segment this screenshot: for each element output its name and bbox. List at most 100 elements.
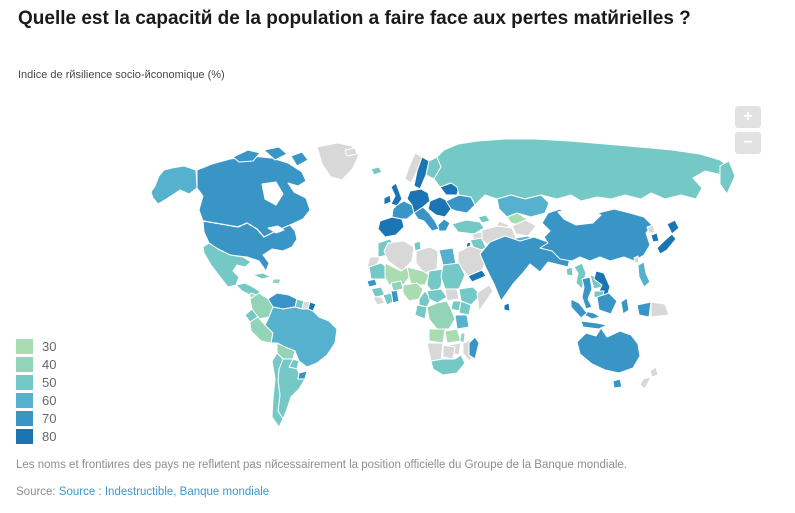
- country-japan[interactable]: [656, 233, 677, 255]
- country-angola[interactable]: [428, 328, 446, 344]
- legend-swatch-60: [16, 392, 33, 408]
- country-sierra-leone-liberia[interactable]: [372, 296, 386, 306]
- country-ghana[interactable]: [390, 289, 400, 304]
- country-turkey[interactable]: [451, 219, 485, 235]
- country-uruguay[interactable]: [297, 370, 308, 380]
- great-lakes-water: [267, 225, 285, 234]
- country-indonesia-borneo[interactable]: [596, 292, 618, 315]
- source-label: Source:: [16, 486, 56, 498]
- legend-swatch-30: [16, 338, 33, 354]
- country-burkina-faso[interactable]: [390, 280, 404, 292]
- legend-label-50: 50: [42, 374, 57, 390]
- country-libya[interactable]: [415, 246, 439, 274]
- country-ireland[interactable]: [383, 194, 392, 206]
- country-iberia[interactable]: [377, 216, 405, 238]
- country-brazil[interactable]: [264, 306, 338, 368]
- legend-swatch-50: [16, 374, 33, 390]
- country-kazakhstan[interactable]: [496, 194, 550, 218]
- country-tunisia[interactable]: [413, 240, 422, 252]
- country-yemen[interactable]: [467, 269, 487, 283]
- country-central-african-republic[interactable]: [426, 288, 448, 304]
- country-venezuela[interactable]: [267, 292, 298, 310]
- country-mexico[interactable]: [202, 242, 252, 288]
- legend-label-30: 30: [42, 338, 57, 354]
- country-uganda[interactable]: [450, 300, 462, 312]
- country-indonesia-java[interactable]: [580, 320, 608, 330]
- country-iceland[interactable]: [370, 166, 383, 176]
- country-bangladesh[interactable]: [565, 266, 574, 277]
- country-indonesia-sumatra[interactable]: [570, 298, 588, 319]
- country-svalbard[interactable]: [344, 147, 358, 157]
- country-mali[interactable]: [384, 262, 412, 286]
- legend-row: 70: [16, 409, 56, 427]
- legend-label-70: 70: [42, 410, 57, 426]
- country-arctic-islands[interactable]: [290, 151, 309, 167]
- legend-row: 50: [16, 373, 56, 391]
- legend-swatch-40: [16, 356, 33, 372]
- country-philippines[interactable]: [637, 261, 651, 288]
- us-canada-border: [202, 220, 265, 238]
- country-balkans[interactable]: [427, 196, 452, 218]
- country-russia-kamchatka[interactable]: [719, 160, 736, 195]
- hudson-bay-water: [261, 181, 284, 206]
- country-hispaniola[interactable]: [271, 278, 282, 285]
- country-new-zealand-south[interactable]: [639, 376, 652, 390]
- country-south-korea[interactable]: [650, 232, 660, 243]
- map-legend: 30 40 50 60 70 80: [16, 337, 56, 445]
- country-uk[interactable]: [390, 182, 403, 207]
- country-papua-new-guinea[interactable]: [650, 301, 670, 318]
- legend-label-80: 80: [42, 428, 57, 444]
- country-japan[interactable]: [666, 219, 680, 235]
- legend-row: 40: [16, 355, 56, 373]
- legend-label-40: 40: [42, 356, 57, 372]
- legend-row: 30: [16, 337, 56, 355]
- country-algeria[interactable]: [383, 240, 415, 272]
- country-cuba[interactable]: [252, 272, 272, 280]
- country-indonesia-sulawesi[interactable]: [620, 297, 630, 315]
- chart-subtitle: Indice de rйsilience socio-йconomique (%…: [18, 69, 225, 81]
- country-russia[interactable]: [433, 138, 731, 206]
- map-zoom-controls: + −: [735, 106, 761, 158]
- country-congo-gabon[interactable]: [414, 304, 428, 320]
- country-sri-lanka[interactable]: [503, 302, 511, 312]
- country-australia[interactable]: [576, 327, 641, 374]
- country-niger[interactable]: [406, 266, 430, 286]
- country-alaska[interactable]: [150, 165, 198, 205]
- country-somalia[interactable]: [476, 284, 494, 312]
- country-senegal[interactable]: [366, 278, 378, 288]
- country-tanzania[interactable]: [454, 314, 470, 330]
- country-india[interactable]: [479, 235, 571, 302]
- country-south-africa[interactable]: [430, 354, 466, 376]
- country-chile[interactable]: [271, 352, 284, 428]
- source-link[interactable]: Source : Indestructible, Banque mondiale: [58, 486, 270, 498]
- country-arctic-islands[interactable]: [263, 146, 288, 161]
- world-choropleth-map: [150, 138, 736, 428]
- legend-label-60: 60: [42, 392, 57, 408]
- legend-row: 60: [16, 391, 56, 409]
- country-namibia[interactable]: [426, 342, 444, 362]
- country-mongolia[interactable]: [557, 206, 602, 226]
- zoom-out-button[interactable]: −: [735, 132, 761, 154]
- country-malawi[interactable]: [459, 332, 466, 344]
- country-ethiopia[interactable]: [458, 286, 482, 306]
- country-arctic-islands[interactable]: [232, 149, 261, 163]
- country-argentina[interactable]: [277, 358, 306, 420]
- country-tasmania[interactable]: [612, 378, 623, 389]
- country-afghanistan[interactable]: [511, 219, 537, 237]
- country-taiwan[interactable]: [633, 255, 640, 264]
- country-madagascar[interactable]: [468, 336, 480, 360]
- disclaimer-note: Les noms et frontiиres des pays ne reflи…: [16, 459, 628, 471]
- country-new-zealand-north[interactable]: [649, 366, 659, 378]
- country-indonesia-west-papua[interactable]: [636, 301, 652, 318]
- country-drc[interactable]: [426, 300, 456, 330]
- zoom-in-button[interactable]: +: [735, 106, 761, 128]
- country-sudan[interactable]: [440, 262, 466, 290]
- country-thailand[interactable]: [581, 276, 593, 310]
- page-title: Quelle est la capacitй de la population …: [18, 8, 691, 29]
- country-greece[interactable]: [437, 218, 451, 232]
- country-north-korea[interactable]: [646, 224, 656, 234]
- country-caucasus[interactable]: [477, 214, 491, 224]
- country-botswana[interactable]: [442, 344, 456, 360]
- country-south-sudan[interactable]: [444, 288, 460, 302]
- country-zambia[interactable]: [444, 328, 462, 344]
